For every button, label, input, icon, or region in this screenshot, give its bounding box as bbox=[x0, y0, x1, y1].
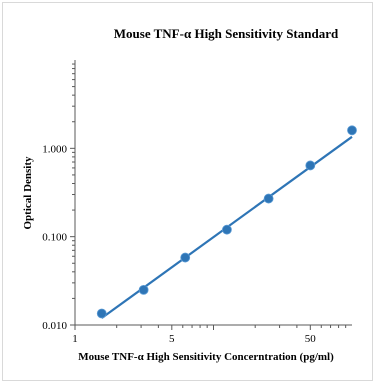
y-tick-label: 1.000 bbox=[42, 143, 67, 155]
data-point bbox=[96, 308, 107, 319]
data-point bbox=[347, 125, 357, 136]
data-point bbox=[305, 160, 316, 171]
x-tick-label: 5 bbox=[169, 333, 175, 345]
y-axis-label: Optical Density bbox=[22, 156, 34, 230]
chart-frame bbox=[2, 2, 373, 381]
chart-title: Mouse TNF-α High Sensitivity Standard bbox=[114, 26, 339, 41]
data-point bbox=[180, 252, 191, 263]
axes: 0.010 0.100 1.000 1 5 50 bbox=[42, 60, 352, 345]
data-point bbox=[263, 193, 274, 204]
data-point bbox=[222, 224, 232, 235]
x-tick-label: 50 bbox=[305, 333, 317, 345]
y-tick-label: 0.010 bbox=[42, 320, 67, 332]
plot-marks bbox=[96, 125, 357, 319]
x-tick-label: 1 bbox=[72, 333, 78, 345]
data-point bbox=[138, 284, 149, 295]
y-tick-label: 0.100 bbox=[42, 232, 67, 244]
x-axis-label: Mouse TNF-α High Sensitivity Concerntrat… bbox=[78, 351, 334, 363]
